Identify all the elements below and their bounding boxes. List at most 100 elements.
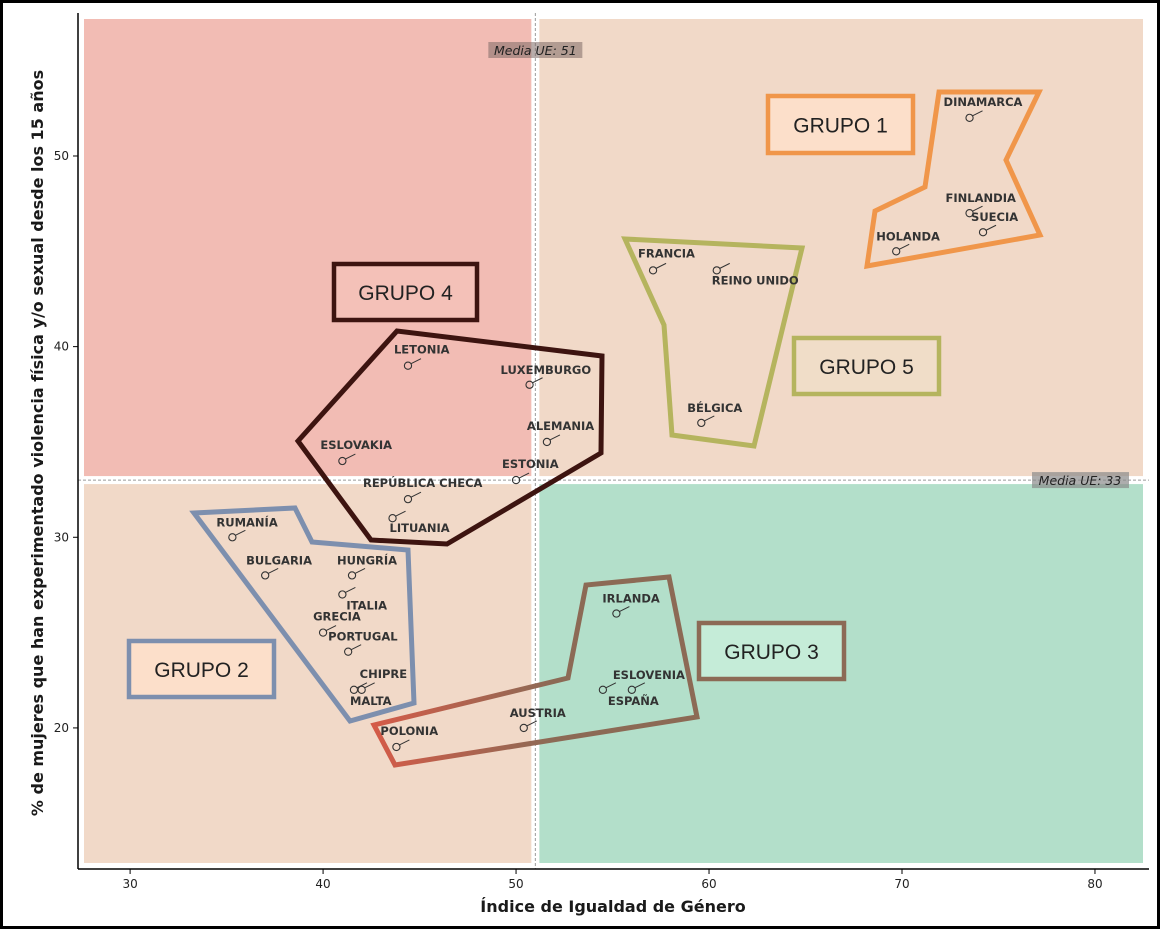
point-leader (356, 682, 368, 689)
point-label: HUNGRÍA (337, 552, 397, 567)
point-marker (403, 494, 413, 504)
quadrant-backgrounds (84, 19, 1143, 863)
point-leader (395, 510, 406, 517)
point-label: FINLANDIA (946, 191, 1016, 205)
point-marker (697, 418, 706, 428)
group-label-box (765, 93, 916, 156)
point-label: DINAMARCA (944, 95, 1023, 109)
y-tick-label: 50 (54, 149, 69, 163)
hull-grupo-2 (189, 505, 417, 724)
point-leader (985, 224, 997, 231)
hull-grupo-5 (621, 236, 806, 449)
mean-lines: Media UE: 51 Media UE: 33 (78, 13, 1149, 869)
point-leader (235, 529, 246, 536)
point-label: IRLANDA (602, 592, 660, 606)
point-leader (972, 205, 983, 212)
mean-x-label: Media UE: 51 (494, 43, 577, 58)
point-label: AUSTRIA (510, 706, 566, 720)
y-axis-title: % de mujeres que han experimentado viole… (28, 70, 47, 816)
point-suecia: SUECIA (971, 210, 1018, 237)
point-marker (511, 475, 521, 485)
point-label: PORTUGAL (328, 630, 398, 644)
mean-y-label: Media UE: 33 (1039, 473, 1122, 488)
point-label: POLONIA (380, 724, 438, 738)
point-rumanía: RUMANÍA (216, 514, 278, 542)
point-marker (598, 685, 608, 694)
y-tick-label: 20 (54, 721, 69, 735)
point-label: BÉLGICA (687, 400, 742, 415)
point-leader (634, 682, 646, 689)
data-points: DINAMARCA FINLANDIA SUECIA HOLANDA FRANCIA RE… (216, 95, 1023, 752)
point-marker (338, 456, 347, 466)
point-leader (549, 434, 561, 441)
point-label: GRECIA (313, 610, 361, 624)
point-leader (325, 625, 337, 632)
point-label: LETONIA (394, 343, 450, 357)
point-marker (965, 209, 974, 218)
point-leader (345, 453, 356, 460)
point-label: CHIPRE (360, 667, 408, 681)
point-bélgica: BÉLGICA (687, 400, 742, 428)
point-marker (261, 571, 270, 580)
mean-x-label-bg (488, 42, 583, 58)
point-label: ESLOVENIA (613, 668, 685, 682)
point-leader (526, 720, 537, 727)
point-marker (344, 647, 353, 656)
point-marker (627, 685, 636, 694)
hull-grupo-3 (370, 574, 700, 768)
point-finlandia: FINLANDIA (946, 191, 1016, 218)
point-marker (542, 437, 552, 447)
point-leader (719, 262, 730, 269)
label-grupo-1: GRUPO 1 (765, 93, 916, 156)
group-label-box (126, 638, 277, 700)
point-dinamarca: DINAMARCA (944, 95, 1023, 123)
hull-grupo-1 (864, 89, 1044, 270)
point-lituania: LITUANIA (388, 510, 450, 535)
point-españa: ESPAÑA (598, 682, 659, 708)
point-alemania: ALEMANIA (527, 419, 594, 447)
point-label: BULGARIA (246, 553, 312, 567)
mean-y-label-bg (1032, 472, 1129, 489)
point-marker (338, 590, 347, 599)
point-hungría: HUNGRÍA (337, 552, 397, 580)
x-tick-label: 60 (701, 877, 716, 891)
point-marker (388, 514, 397, 523)
point-leader (518, 472, 530, 479)
point-label: HOLANDA (876, 229, 940, 243)
x-tick-label: 40 (315, 877, 330, 891)
point-marker (318, 628, 328, 637)
group-label-text: GRUPO 1 (793, 115, 888, 138)
x-tick-label: 50 (508, 877, 523, 891)
group-label-text: GRUPO 5 (819, 356, 914, 379)
point-label: FRANCIA (638, 246, 695, 260)
point-austria: AUSTRIA (510, 706, 566, 733)
point-label: ESPAÑA (608, 693, 659, 708)
point-leader (532, 377, 543, 384)
point-bulgaria: BULGARIA (246, 553, 312, 580)
point-marker (392, 742, 401, 752)
point-label: LUXEMBURGO (501, 363, 592, 377)
point-malta: MALTA (349, 682, 392, 708)
point-leader (350, 644, 362, 651)
point-polonia: POLONIA (380, 724, 438, 752)
point-francia: FRANCIA (638, 246, 695, 275)
point-leader (619, 606, 630, 612)
group-label-box (791, 335, 942, 397)
group-label-text: GRUPO 4 (358, 282, 453, 305)
x-tick-label: 70 (894, 877, 909, 891)
y-tick-label: 40 (54, 340, 69, 354)
point-label: ESLOVAKIA (320, 438, 392, 452)
point-leader (410, 358, 422, 365)
point-label: ESTONIA (502, 457, 559, 471)
point-marker (612, 609, 621, 618)
y-tick-label: 30 (54, 530, 69, 544)
point-marker (525, 380, 534, 389)
point-label: MALTA (350, 694, 392, 708)
quadrant-top-left (84, 19, 532, 477)
point-reino-unido: REINO UNIDO (712, 262, 799, 287)
point-marker (712, 266, 721, 275)
point-marker (349, 685, 359, 694)
point-leader (605, 682, 617, 689)
point-marker (978, 228, 988, 237)
